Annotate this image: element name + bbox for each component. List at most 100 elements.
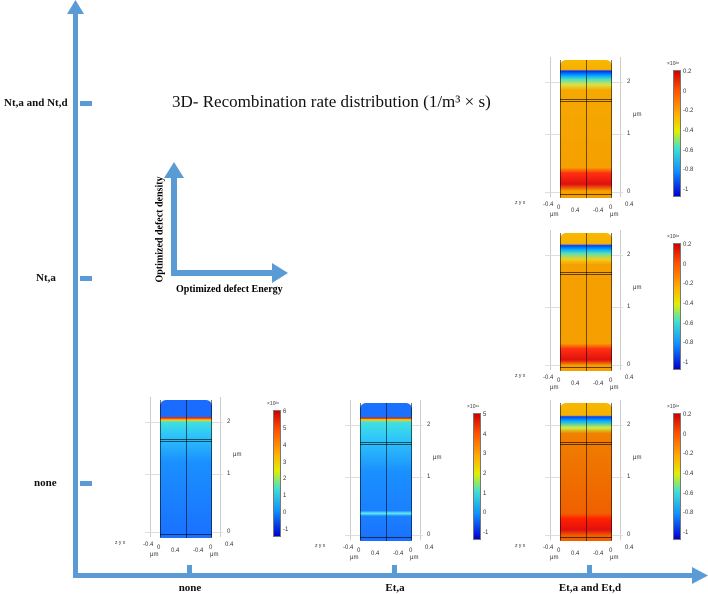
device-column-3d xyxy=(360,403,412,541)
device-column-3d xyxy=(560,60,612,198)
inset-vertical-label: Optimized defect density xyxy=(154,176,166,283)
colorbar-exponent: ×10²⁸ xyxy=(667,61,680,67)
y-tick-label: Nt,a and Nt,d xyxy=(4,97,68,109)
z-tick-label: 2 xyxy=(627,79,631,85)
xy-tick-label: -0.4 xyxy=(343,545,354,551)
xy-tick-label: -0.4 xyxy=(543,375,554,381)
xy-tick-label: 0 xyxy=(557,205,561,211)
y-unit-label: μm xyxy=(210,552,219,558)
colorbar-tick-label: -1 xyxy=(683,187,689,193)
colorbar-tick-label: 4 xyxy=(483,431,487,438)
gridline xyxy=(150,397,151,537)
z-unit-label: μm xyxy=(233,452,242,458)
colorbar-tick-label: 1 xyxy=(483,490,487,497)
xy-tick-label: 0.4 xyxy=(625,375,634,381)
xy-tick-label: -0.4 xyxy=(593,381,604,387)
gridline xyxy=(550,57,551,197)
axis-triad-icon: z y x xyxy=(315,543,326,549)
x-unit-label: μm xyxy=(550,555,559,561)
colorbar-tick-label: -1 xyxy=(683,360,689,366)
colorbar-tick-label: 0.2 xyxy=(683,242,692,248)
inset-vertical-arrow xyxy=(171,175,177,276)
y-axis xyxy=(73,10,78,577)
axis-triad-icon: z y x xyxy=(115,540,126,546)
z-tick-label: 1 xyxy=(627,304,631,310)
x-unit-label: μm xyxy=(150,552,159,558)
colorbar-tick-label: -0.4 xyxy=(683,128,694,134)
colorbar-tick-label: -0.6 xyxy=(683,490,694,497)
x-axis-arrowhead xyxy=(692,567,708,584)
xy-tick-label: 0.4 xyxy=(225,542,234,548)
y-unit-label: μm xyxy=(610,385,619,391)
z-tick-label: 0 xyxy=(627,189,631,195)
colorbar-tick-label: 3 xyxy=(483,451,487,458)
z-tick-label: 0 xyxy=(627,532,631,538)
y-unit-label: μm xyxy=(410,555,419,561)
xy-tick-label: 0.4 xyxy=(171,548,180,554)
x-axis xyxy=(73,573,695,578)
colorbar-tick-label: 0 xyxy=(683,88,687,95)
x-unit-label: μm xyxy=(350,555,359,561)
colorbar-tick-label: -1 xyxy=(683,530,689,536)
z-tick-label: 0 xyxy=(427,532,431,538)
xy-tick-label: 0 xyxy=(609,205,613,211)
gridline xyxy=(550,400,551,540)
colorbar-tick-label: 3 xyxy=(283,459,287,466)
inset-vertical-arrowhead xyxy=(164,162,184,178)
x-tick-mark xyxy=(187,565,192,575)
colorbar xyxy=(273,410,281,537)
colorbar-tick-label: -0.2 xyxy=(683,108,694,115)
gridline xyxy=(420,400,421,540)
xy-tick-label: 0.4 xyxy=(371,551,380,557)
z-tick-label: 0 xyxy=(627,362,631,368)
colorbar xyxy=(673,70,681,197)
z-tick-label: 2 xyxy=(427,422,431,428)
colorbar xyxy=(673,243,681,370)
xy-tick-label: 0 xyxy=(557,378,561,384)
x-unit-label: μm xyxy=(550,385,559,391)
xy-tick-label: 0.4 xyxy=(571,551,580,557)
z-tick-label: 2 xyxy=(627,252,631,258)
xy-tick-label: 0 xyxy=(609,548,613,554)
xy-tick-label: -0.4 xyxy=(593,208,604,214)
axis-triad-icon: z y x xyxy=(515,373,526,379)
xy-tick-label: 0 xyxy=(209,545,213,551)
xy-tick-label: -0.4 xyxy=(393,551,404,557)
colorbar-tick-label: 5 xyxy=(283,425,287,432)
gridline xyxy=(550,230,551,370)
xy-tick-label: -0.4 xyxy=(193,548,204,554)
colorbar-exponent: ×10²⁸ xyxy=(667,234,680,240)
xy-tick-label: 0 xyxy=(357,548,361,554)
xy-tick-label: -0.4 xyxy=(543,202,554,208)
y-tick-mark xyxy=(80,276,92,281)
z-tick-label: 1 xyxy=(227,471,231,477)
z-tick-label: 1 xyxy=(627,474,631,480)
gridline xyxy=(620,400,621,540)
axis-triad-icon: z y x xyxy=(515,200,526,206)
colorbar-tick-label: 5 xyxy=(483,412,487,418)
device-column-3d xyxy=(560,233,612,371)
gridline xyxy=(350,400,351,540)
x-tick-label: Et,a xyxy=(385,582,405,594)
z-tick-label: 1 xyxy=(627,131,631,137)
xy-tick-label: 0 xyxy=(409,548,413,554)
colorbar-tick-label: -0.8 xyxy=(683,167,694,174)
colorbar-tick-label: 4 xyxy=(283,442,287,449)
x-tick-label: Et,a and Et,d xyxy=(558,582,622,594)
x-tick-label: none xyxy=(178,582,202,594)
xy-tick-label: -0.4 xyxy=(143,542,154,548)
z-unit-label: μm xyxy=(633,285,642,291)
z-tick-label: 1 xyxy=(427,474,431,480)
gridline xyxy=(620,57,621,197)
colorbar-tick-label: -1 xyxy=(483,530,489,536)
colorbar-tick-label: 6 xyxy=(283,409,287,415)
x-unit-label: μm xyxy=(550,212,559,218)
gridline xyxy=(620,230,621,370)
axis-triad-icon: z y x xyxy=(515,543,526,549)
colorbar xyxy=(473,413,481,540)
device-column-3d xyxy=(160,400,212,538)
xy-tick-label: 0.4 xyxy=(425,545,434,551)
colorbar-tick-label: 0 xyxy=(683,261,687,268)
